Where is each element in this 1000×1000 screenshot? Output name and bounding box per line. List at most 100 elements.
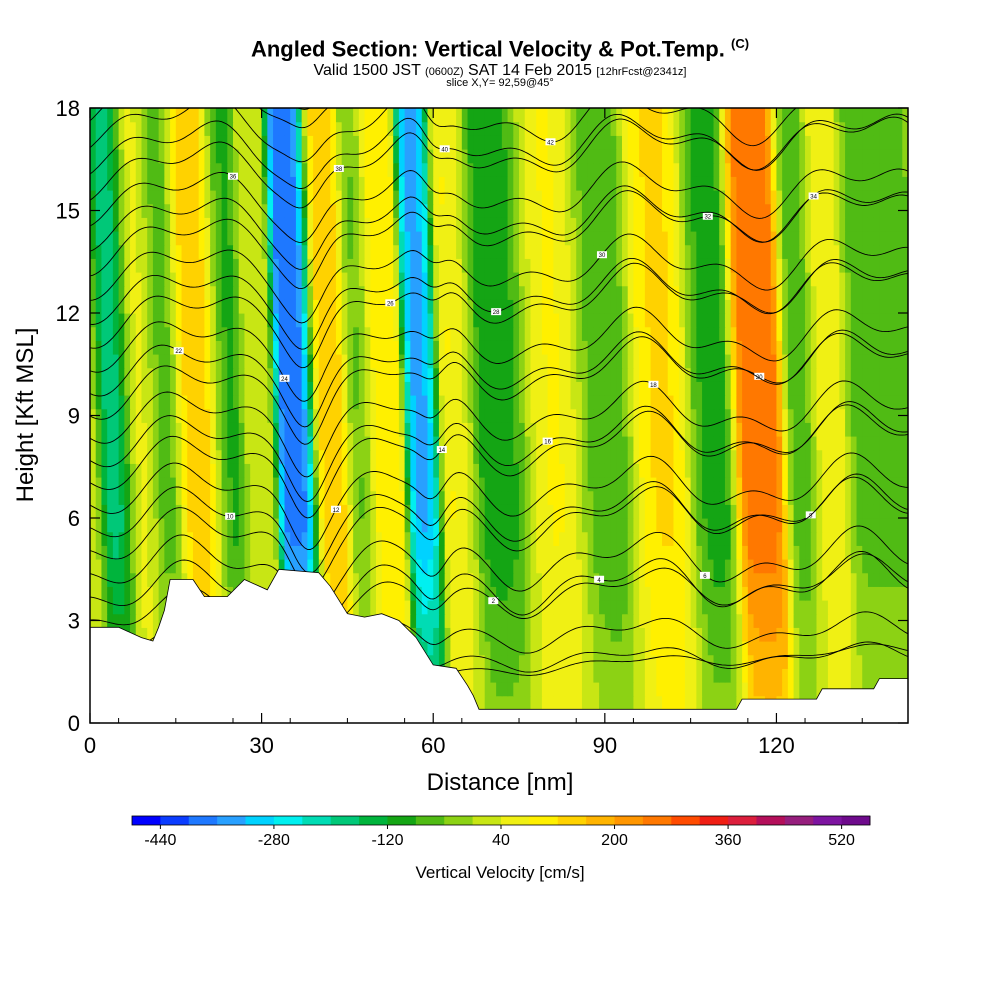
velocity-cell: [822, 258, 829, 273]
velocity-cell: [90, 559, 97, 574]
velocity-cell: [644, 244, 652, 259]
velocity-cell: [227, 559, 234, 574]
velocity-cell: [822, 559, 829, 574]
velocity-cell: [564, 381, 572, 396]
velocity-cell: [604, 477, 612, 492]
velocity-cell: [335, 463, 343, 478]
velocity-cell: [713, 299, 720, 314]
velocity-cell: [353, 518, 360, 533]
velocity-cell: [696, 572, 703, 587]
velocity-cell: [679, 354, 686, 369]
velocity-cell: [599, 313, 606, 328]
velocity-cell: [730, 285, 737, 300]
velocity-cell: [747, 367, 755, 382]
velocity-cell: [599, 326, 606, 341]
velocity-cell: [696, 490, 703, 505]
velocity-cell: [890, 285, 898, 300]
velocity-cell: [736, 682, 743, 697]
velocity-cell: [742, 354, 749, 369]
velocity-cell: [570, 285, 577, 300]
velocity-cell: [885, 299, 892, 314]
velocity-cell: [147, 545, 154, 560]
velocity-cell: [381, 545, 389, 560]
velocity-cell: [484, 559, 492, 574]
velocity-cell: [398, 436, 406, 451]
velocity-cell: [90, 504, 97, 519]
velocity-cell: [427, 299, 434, 314]
velocity-cell: [353, 545, 360, 560]
velocity-cell: [118, 244, 125, 259]
velocity-cell: [827, 559, 835, 574]
velocity-cell: [381, 504, 389, 519]
velocity-cell: [639, 586, 646, 601]
velocity-cell: [673, 518, 680, 533]
velocity-cell: [576, 244, 583, 259]
velocity-cell: [175, 422, 183, 437]
velocity-cell: [450, 244, 457, 259]
velocity-cell: [198, 340, 206, 355]
velocity-cell: [633, 654, 640, 669]
velocity-cell: [147, 531, 154, 546]
velocity-cell: [330, 313, 337, 328]
velocity-cell: [244, 244, 251, 259]
velocity-cell: [450, 367, 457, 382]
velocity-cell: [862, 654, 869, 669]
velocity-cell: [307, 463, 314, 478]
velocity-cell: [627, 518, 635, 533]
velocity-cell: [644, 654, 652, 669]
velocity-cell: [793, 518, 800, 533]
velocity-cell: [867, 654, 875, 669]
velocity-cell: [753, 272, 760, 287]
velocity-cell: [690, 559, 697, 574]
velocity-cell: [850, 354, 858, 369]
velocity-cell: [627, 313, 635, 328]
velocity-cell: [793, 600, 800, 615]
velocity-cell: [736, 367, 743, 382]
velocity-cell: [501, 367, 509, 382]
velocity-cell: [702, 490, 709, 505]
velocity-cell: [593, 613, 600, 628]
velocity-cell: [141, 572, 148, 587]
velocity-cell: [118, 258, 125, 273]
velocity-cell: [107, 244, 114, 259]
velocity-cell: [644, 367, 652, 382]
velocity-cell: [524, 354, 532, 369]
velocity-cell: [759, 449, 766, 464]
velocity-cell: [833, 613, 840, 628]
velocity-cell: [656, 449, 663, 464]
velocity-cell: [782, 668, 789, 683]
velocity-cell: [547, 395, 554, 410]
velocity-cell: [152, 518, 160, 533]
velocity-cell: [227, 367, 234, 382]
velocity-cell: [370, 326, 377, 341]
velocity-cell: [250, 272, 257, 287]
velocity-cell: [787, 559, 795, 574]
velocity-cell: [404, 518, 411, 533]
velocity-cell: [433, 641, 440, 656]
velocity-cell: [799, 572, 806, 587]
velocity-cell: [799, 436, 806, 451]
velocity-cell: [576, 436, 583, 451]
velocity-cell: [553, 258, 560, 273]
velocity-cell: [673, 367, 680, 382]
velocity-cell: [536, 367, 543, 382]
velocity-cell: [141, 395, 148, 410]
velocity-cell: [233, 408, 240, 423]
velocity-cell: [387, 477, 394, 492]
velocity-cell: [707, 340, 715, 355]
velocity-cell: [793, 313, 800, 328]
velocity-cell: [656, 559, 663, 574]
velocity-cell: [810, 477, 818, 492]
velocity-cell: [221, 422, 228, 437]
velocity-cell: [444, 272, 451, 287]
velocity-cell: [541, 340, 549, 355]
velocity-cell: [238, 244, 246, 259]
velocity-cell: [890, 613, 898, 628]
velocity-cell: [770, 244, 778, 259]
velocity-cell: [753, 258, 760, 273]
velocity-cell: [267, 504, 274, 519]
velocity-cell: [730, 463, 737, 478]
velocity-cell: [284, 326, 291, 341]
velocity-cell: [650, 244, 657, 259]
velocity-cell: [187, 477, 194, 492]
